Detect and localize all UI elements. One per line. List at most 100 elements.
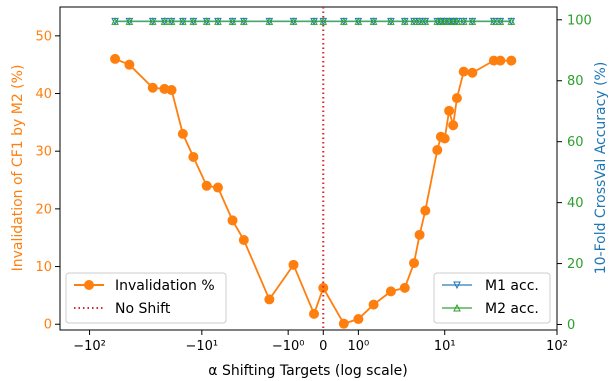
invalidation-point bbox=[368, 299, 379, 310]
invalidation-point bbox=[506, 55, 517, 66]
legend-left-frame bbox=[65, 272, 227, 324]
m2-point bbox=[167, 17, 176, 25]
legend-m2-marker bbox=[453, 303, 461, 312]
invalidation-point bbox=[451, 93, 462, 104]
legend-noshift-label: No Shift bbox=[115, 301, 171, 317]
y-right-tick-label: 40 bbox=[567, 196, 584, 211]
y-left-tick-label: 0 bbox=[44, 318, 52, 333]
m2-point bbox=[240, 17, 248, 25]
legend-m2-label: M2 acc. bbox=[485, 301, 539, 317]
m2-point bbox=[421, 17, 430, 25]
invalidation-point bbox=[495, 55, 506, 66]
y-left-tick-label: 10 bbox=[35, 260, 52, 275]
m2-point bbox=[433, 17, 442, 25]
m2-point bbox=[339, 17, 348, 25]
m2-point bbox=[148, 17, 157, 25]
invalidation-point bbox=[201, 180, 212, 191]
m2-point bbox=[459, 17, 468, 25]
m2-point bbox=[319, 17, 328, 25]
invalidation-point bbox=[353, 314, 364, 325]
m2-point bbox=[400, 17, 409, 25]
m2-point bbox=[507, 17, 516, 25]
invalidation-point bbox=[409, 258, 420, 269]
invalidation-point bbox=[212, 182, 223, 193]
y-right-tick-label: 100 bbox=[567, 13, 592, 28]
invalidation-point bbox=[124, 59, 135, 70]
y-axis-right-label: 10-Fold CrossVal Accuracy (%) bbox=[593, 62, 609, 275]
invalidation-point bbox=[444, 105, 455, 116]
m2-point bbox=[445, 17, 453, 25]
m2-point bbox=[354, 17, 363, 25]
invalidation-point bbox=[420, 205, 431, 216]
y-axis-left-label: Invalidation of CF1 by M2 (%) bbox=[10, 65, 26, 272]
legend-invalidation-label: Invalidation % bbox=[115, 278, 215, 294]
invalidation-point bbox=[264, 294, 275, 305]
m2-point bbox=[468, 17, 477, 25]
invalidation-point bbox=[238, 235, 249, 246]
legend-m1-label: M1 acc. bbox=[485, 278, 539, 294]
legend-m1-marker bbox=[453, 281, 461, 290]
invalidation-point bbox=[309, 308, 320, 319]
m2-point bbox=[265, 17, 274, 25]
y-right-tick-label: 80 bbox=[567, 74, 584, 89]
y-left-tick-label: 40 bbox=[35, 87, 52, 102]
invalidation-point bbox=[318, 282, 329, 293]
m2-point bbox=[369, 17, 378, 25]
plot-area: −10² −10¹ −10⁰ 0 10⁰ 10¹ 10² 0 10 20 30 40 50 0 20 40 60… bbox=[35, 6, 592, 354]
invalidation-series-line bbox=[114, 58, 512, 325]
m2-point bbox=[202, 17, 211, 25]
invalidation-point bbox=[439, 133, 450, 144]
x-tick-label: 10⁰ bbox=[347, 339, 369, 354]
invalidation-point bbox=[338, 318, 349, 329]
legend-invalidation-marker bbox=[84, 280, 94, 290]
m2-point bbox=[449, 17, 457, 25]
invalidation-point bbox=[448, 120, 459, 131]
invalidation-point bbox=[385, 286, 396, 297]
y-right-tick-label: 20 bbox=[567, 257, 584, 272]
invalidation-point bbox=[188, 151, 199, 162]
x-tick-label: 0 bbox=[319, 339, 327, 354]
m2-point bbox=[453, 17, 461, 25]
x-tick-label: 10¹ bbox=[434, 339, 456, 354]
x-tick-label: −10¹ bbox=[186, 339, 219, 354]
x-tick-label: −10² bbox=[73, 339, 106, 354]
y-right-tick-label: 60 bbox=[567, 135, 584, 150]
invalidation-point bbox=[432, 145, 443, 156]
m2-point bbox=[410, 17, 418, 25]
plot-frame bbox=[59, 6, 558, 331]
legend-left: Invalidation % No Shift bbox=[65, 272, 227, 324]
invalidation-point bbox=[288, 259, 299, 270]
m2-point bbox=[160, 17, 169, 25]
m2-point bbox=[214, 17, 222, 25]
invalidation-point bbox=[177, 128, 188, 139]
m2-point bbox=[415, 17, 424, 25]
x-tick-label: −10⁰ bbox=[272, 339, 305, 354]
m2-point bbox=[437, 17, 445, 25]
m2-point bbox=[387, 17, 395, 25]
m2-point bbox=[440, 17, 449, 25]
m2-point bbox=[289, 17, 298, 25]
m2-point bbox=[489, 17, 498, 25]
x-tick-label: 10² bbox=[546, 339, 568, 354]
y-left-tick-label: 50 bbox=[35, 29, 52, 44]
m2-point bbox=[496, 17, 505, 25]
invalidation-point bbox=[110, 53, 121, 64]
invalidation-point bbox=[399, 282, 410, 293]
x-axis-label: α Shifting Targets (log scale) bbox=[208, 363, 407, 379]
y-left-tick-label: 30 bbox=[35, 145, 52, 160]
y-left-tick-label: 20 bbox=[35, 202, 52, 217]
invalidation-point bbox=[467, 67, 478, 78]
m2-point bbox=[228, 17, 237, 25]
y-right-tick-label: 0 bbox=[567, 318, 575, 333]
m2-point bbox=[179, 17, 187, 25]
legend-right: M1 acc. M2 acc. bbox=[433, 272, 551, 324]
invalidation-point bbox=[227, 215, 238, 226]
m2-point bbox=[125, 17, 134, 25]
m2-point bbox=[111, 17, 119, 25]
m2-point bbox=[189, 17, 198, 25]
invalidation-point bbox=[166, 85, 177, 96]
invalidation-point bbox=[147, 82, 158, 93]
invalidation-point bbox=[458, 66, 469, 77]
invalidation-point bbox=[414, 229, 425, 240]
